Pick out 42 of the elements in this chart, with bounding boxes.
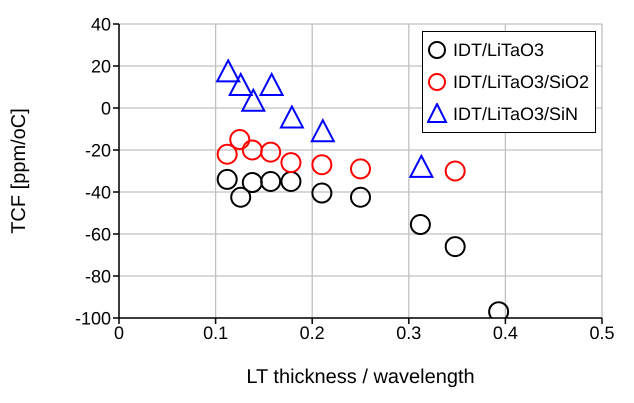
y-tick-label: 40 — [90, 14, 111, 34]
x-axis-title: LT thickness / wavelength — [246, 366, 475, 388]
point — [350, 158, 371, 180]
y-tick-label: 0 — [100, 98, 111, 118]
legend-label: IDT/LiTaO3 — [452, 40, 544, 60]
y-axis-title: TCF [ppm/oC] — [8, 108, 30, 234]
point — [216, 59, 240, 82]
y-tick-label: -100 — [74, 308, 111, 328]
point — [444, 160, 466, 182]
point — [280, 152, 302, 174]
point — [229, 129, 250, 150]
x-tick-label: 0.1 — [203, 322, 228, 343]
point — [310, 119, 335, 142]
point — [216, 168, 238, 190]
point — [311, 154, 332, 176]
point — [260, 142, 282, 163]
legend-label: IDT/LiTaO3/SiO2 — [452, 72, 589, 92]
y-tick-label: -40 — [84, 182, 111, 202]
point — [216, 144, 238, 165]
point — [230, 186, 252, 208]
point — [260, 73, 284, 96]
point — [260, 171, 282, 192]
point — [241, 88, 266, 112]
x-tick-label: 0.3 — [396, 322, 422, 343]
point — [242, 140, 263, 160]
y-tick-label: 20 — [90, 56, 111, 76]
x-tick-label: 0.4 — [492, 322, 518, 343]
x-tick-label: 0.2 — [300, 322, 325, 343]
point — [410, 214, 431, 236]
y-tick-label: -80 — [84, 266, 111, 286]
point — [280, 171, 302, 192]
y-tick-label: -60 — [84, 224, 111, 244]
point — [228, 73, 253, 96]
point — [444, 236, 466, 258]
legend-label: IDT/LiTaO3/SiN — [452, 104, 578, 124]
point — [311, 182, 332, 204]
x-tick-label: 0.5 — [589, 322, 615, 343]
point — [350, 186, 371, 208]
x-tick-label: 0 — [114, 322, 124, 343]
point — [280, 106, 304, 129]
point — [242, 172, 263, 194]
y-tick-label: -20 — [84, 140, 111, 160]
